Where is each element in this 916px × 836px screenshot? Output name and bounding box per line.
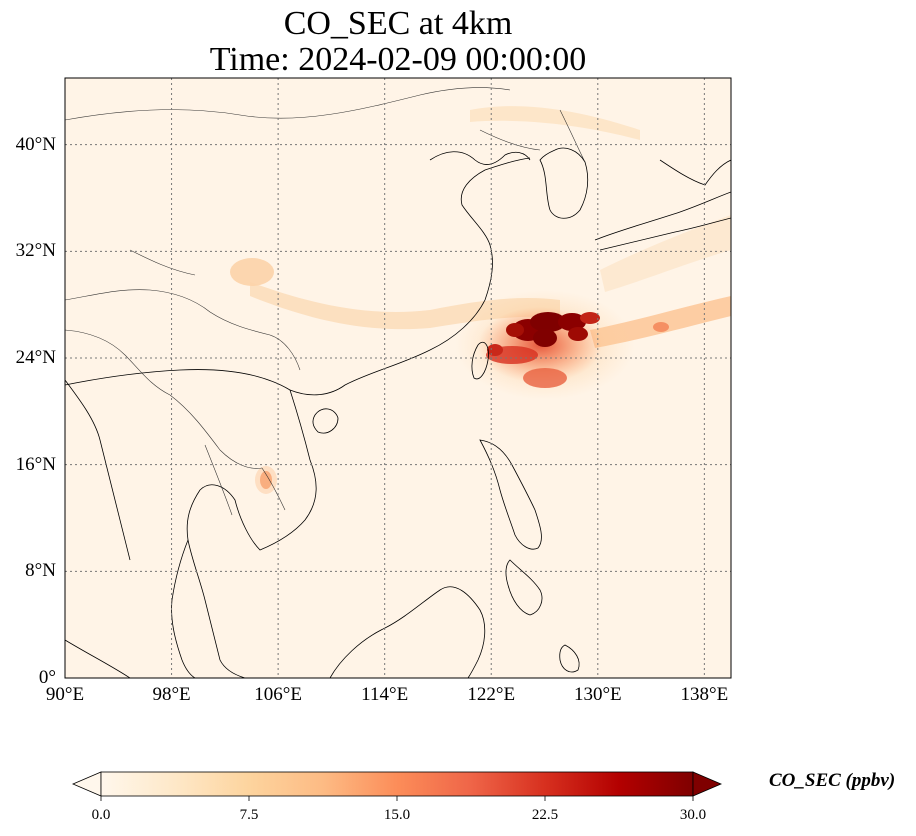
map-background: [65, 78, 731, 678]
map-time-subtitle: Time: 2024-02-09 00:00:00: [209, 41, 587, 78]
longitude-label: 114°E: [361, 684, 409, 705]
latitude-label: 16°N: [15, 453, 56, 475]
colorbar-tick-label: 7.5: [239, 807, 259, 823]
colorbar-label: CO_SEC (ppbv): [769, 770, 896, 791]
colorbar-gradient: [100, 771, 694, 797]
co-sec-field: [230, 106, 731, 494]
latitude-label: 24°N: [15, 347, 56, 368]
colorbar-tick-label: 15.0: [383, 807, 411, 823]
colorbar-overflow-triangle: [692, 771, 723, 797]
latitude-label: 0°: [38, 667, 56, 688]
latitude-label: 32°N: [15, 240, 56, 262]
plume-sichuan: [230, 258, 274, 286]
plume-north-streak: [470, 106, 640, 140]
colorbar-tick-label: 22.5: [531, 807, 559, 823]
map-title: CO_SEC at 4km: [283, 5, 513, 42]
longitude-label: 90°E: [45, 684, 85, 705]
longitude-label: 106°E: [254, 684, 302, 705]
country-borders: [65, 87, 586, 516]
longitude-label: 98°E: [152, 684, 191, 705]
longitude-label: 138°E: [680, 684, 729, 705]
latitude-label: 8°N: [25, 560, 56, 582]
colorbar: [71, 771, 723, 801]
colorbar-tick-marks: [100, 796, 694, 801]
longitude-label: 122°E: [467, 684, 516, 705]
map-frame: [64, 77, 732, 679]
colorbar-underflow-triangle: [71, 771, 102, 797]
gridlines: [65, 78, 731, 678]
latitude-label: 40°N: [15, 133, 56, 155]
coastlines: [65, 147, 731, 678]
colorbar-tick-label: 30.0: [679, 807, 707, 823]
colorbar-tick-label: 0.0: [91, 807, 111, 823]
longitude-label: 130°E: [573, 684, 622, 705]
plume-northeast-band: [600, 215, 731, 292]
